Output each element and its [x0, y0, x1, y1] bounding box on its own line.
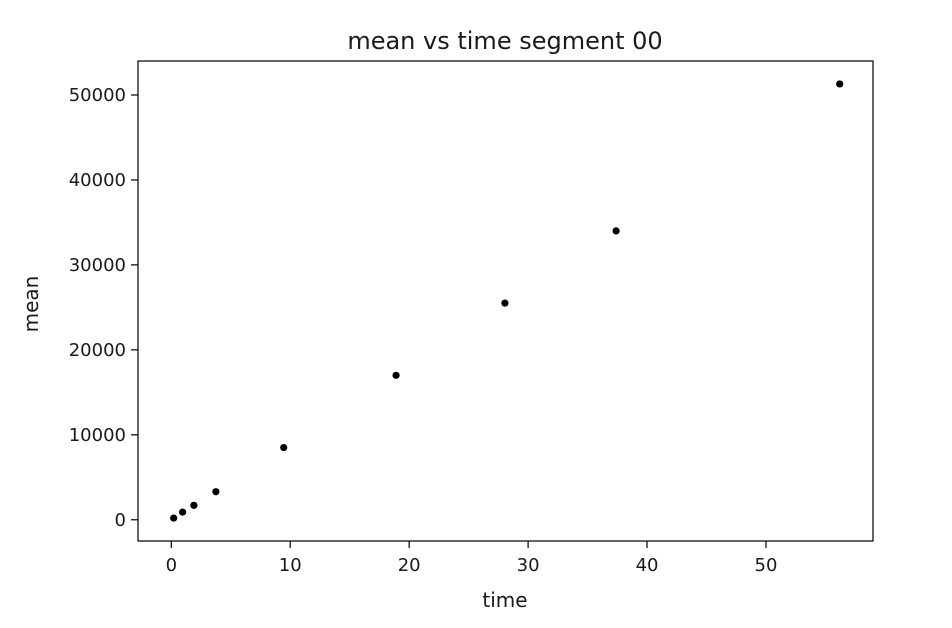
chart-title: mean vs time segment 00 [347, 27, 662, 55]
data-point [178, 508, 187, 516]
y-tick-label: 0 [115, 510, 126, 531]
x-tick-label: 20 [398, 555, 421, 576]
x-axis-ticks: 0 10 20 30 40 50 [166, 541, 778, 576]
data-point [280, 443, 288, 452]
x-tick-label: 0 [166, 555, 177, 576]
plot-frame [137, 60, 874, 542]
data-point [392, 371, 400, 379]
data-point [212, 488, 220, 496]
data-point [501, 299, 509, 307]
y-tick-label: 30000 [69, 255, 126, 276]
data-points [170, 80, 844, 522]
data-point [170, 514, 178, 522]
data-point [612, 227, 620, 235]
x-tick-label: 40 [636, 555, 659, 576]
x-axis-label: time [482, 588, 527, 612]
y-tick-label: 40000 [69, 170, 126, 191]
data-point [836, 80, 844, 88]
y-tick-label: 50000 [69, 85, 126, 106]
data-point [190, 501, 198, 509]
y-axis-ticks: 0 10000 20000 30000 40000 50000 [69, 85, 138, 531]
x-tick-label: 50 [755, 555, 778, 576]
x-tick-label: 10 [279, 555, 302, 576]
x-tick-label: 30 [517, 555, 540, 576]
y-tick-label: 10000 [69, 425, 126, 446]
y-axis-label: mean [19, 276, 43, 333]
y-tick-label: 20000 [69, 340, 126, 361]
